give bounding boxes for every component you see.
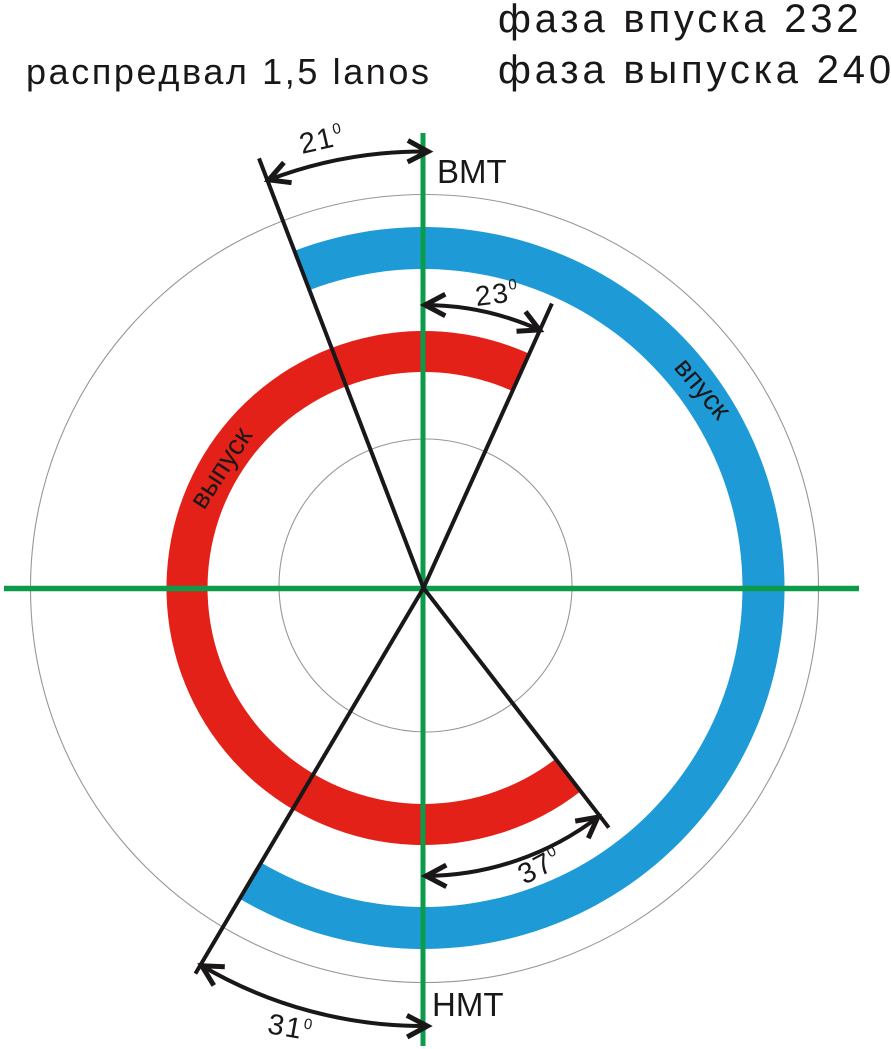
svg-text:фаза впуска 232: фаза впуска 232 [498,0,862,41]
svg-text:распредвал 1,5 lanos: распредвал 1,5 lanos [26,51,432,92]
svg-text:ВМТ: ВМТ [437,153,507,190]
svg-text:НМТ: НМТ [432,986,503,1023]
svg-text:фаза выпуска 240: фаза выпуска 240 [498,48,891,92]
